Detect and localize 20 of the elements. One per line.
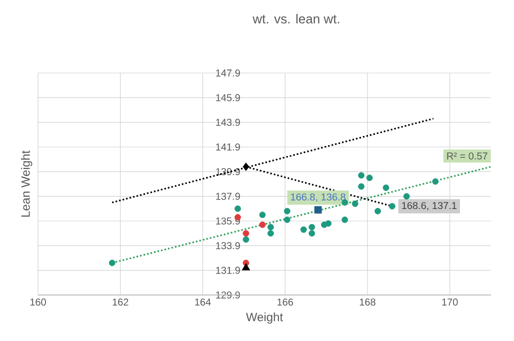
x-tick-label: 164 xyxy=(195,298,211,306)
y-tick-label: 129.9 xyxy=(216,291,240,299)
x-tick-label: 166 xyxy=(278,298,293,306)
y-tick-label: 141.9 xyxy=(216,143,240,151)
y-tick-label: 137.9 xyxy=(216,192,240,200)
y-tick-label: 133.9 xyxy=(216,242,240,250)
x-tick-label: 160 xyxy=(30,298,46,306)
y-axis-title: Lean Weight xyxy=(21,150,32,217)
chart-title: wt. vs. lean wt. xyxy=(252,14,340,24)
annotation: R² = 0.57 xyxy=(447,152,488,160)
x-tick-label: 162 xyxy=(112,298,128,306)
y-tick-label: 143.9 xyxy=(216,118,240,126)
y-tick-label: 145.9 xyxy=(216,94,240,102)
x-tick-label: 168 xyxy=(360,298,376,306)
annotation: 168.6, 137.1 xyxy=(402,202,456,210)
y-tick-label: 131.9 xyxy=(216,266,240,274)
y-tick-label: 147.9 xyxy=(216,69,240,77)
x-tick-label: 170 xyxy=(442,298,458,306)
x-axis-title: Weight xyxy=(246,312,283,324)
annotation: 166.8, 136.8 xyxy=(291,193,346,202)
